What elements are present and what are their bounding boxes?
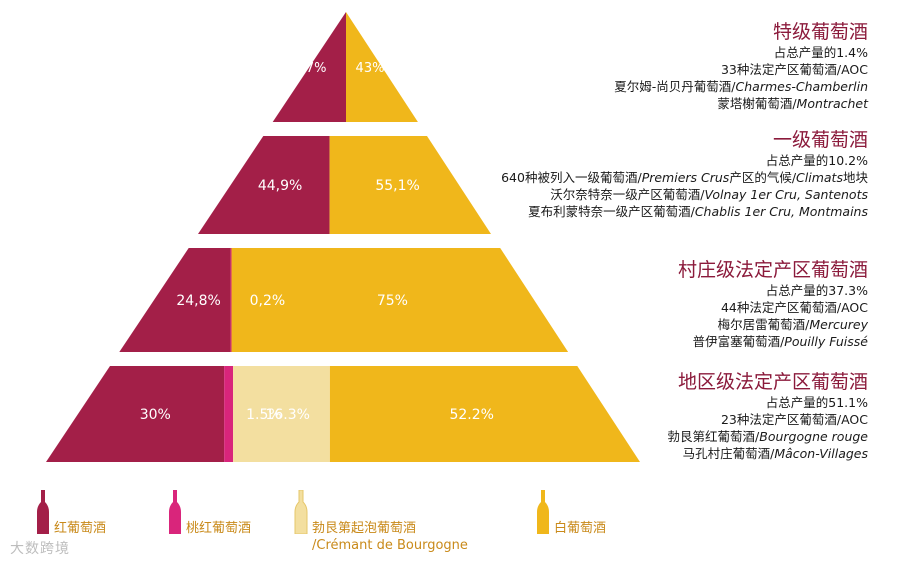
tier-share: 占总产量的10.2% xyxy=(765,153,868,168)
rose-wine-bottle-icon xyxy=(169,490,181,534)
pyramid-segment xyxy=(119,248,231,352)
pyramid-segment xyxy=(346,12,418,122)
legend-label-sub: /Crémant de Bourgogne xyxy=(312,538,468,553)
legend-label: 桃红葡萄酒 xyxy=(186,521,252,536)
tier-share: 占总产量的1.4% xyxy=(773,45,868,60)
tier-line: 梅尔居雷葡萄酒/Mercurey xyxy=(717,317,868,332)
pyramid-segment-label: 16.3% xyxy=(265,407,309,423)
pyramid-segment-label: 30% xyxy=(140,407,171,423)
white-wine-bottle-icon xyxy=(537,490,549,534)
legend-item-white: 白葡萄酒 xyxy=(536,490,606,537)
tier-line: 普伊富塞葡萄酒/Pouilly Fuissé xyxy=(692,334,868,349)
tier-line: 勃艮第红葡萄酒/Bourgogne rouge xyxy=(667,429,868,444)
tier-info-2: 一级葡萄酒 占总产量的10.2% 640种被列入一级葡萄酒/Premiers C… xyxy=(348,128,868,220)
pyramid-tier-4: 30% 1.5%16.3% 52.2% xyxy=(46,366,640,462)
tier-info-4: 地区级法定产区葡萄酒 占总产量的51.1% 23种法定产区葡萄酒/AOC 勃艮第… xyxy=(348,370,868,462)
pyramid-segment xyxy=(231,248,569,352)
pyramid-segment xyxy=(224,366,234,462)
pyramid-segment xyxy=(329,136,491,234)
pyramid-segment-label: 43% xyxy=(356,61,385,76)
pyramid-tier-2: 44,9% 55,1% xyxy=(198,136,491,234)
tier-line: 夏布利蒙特奈一级产区葡萄酒/Chablis 1er Cru, Montmains xyxy=(528,204,868,219)
pyramid-segment xyxy=(329,366,640,462)
tier-line: 640种被列入一级葡萄酒/Premiers Crus产区的气候/Climats地… xyxy=(501,170,868,185)
pyramid-segment xyxy=(230,248,232,352)
tier-line: 23种法定产区葡萄酒/AOC xyxy=(720,412,868,427)
pyramid-segment-label: 24,8% xyxy=(176,293,220,309)
tier-title: 一级葡萄酒 xyxy=(772,129,868,151)
tier-info-3: 村庄级法定产区葡萄酒 占总产量的37.3% 44种法定产区葡萄酒/AOC 梅尔居… xyxy=(348,258,868,350)
legend-item-rose: 桃红葡萄酒 xyxy=(168,490,251,537)
watermark: 大数跨境 xyxy=(10,541,70,557)
legend-item-red: 红葡萄酒 xyxy=(36,490,106,537)
pyramid-segment xyxy=(46,366,225,462)
pyramid-tier-3: 24,8% 0,2% 75% xyxy=(119,248,569,352)
pyramid-segment-label: 75% xyxy=(377,293,408,309)
legend-label: 红葡萄酒 xyxy=(54,521,107,536)
legend-label: 白葡萄酒 xyxy=(554,521,607,536)
legend: 红葡萄酒 桃红葡萄酒 勃艮第起泡葡萄酒 /Crémant de Bourgogn… xyxy=(0,490,900,568)
sparkling-wine-bottle-icon xyxy=(294,490,308,534)
tier-line: 蒙塔榭葡萄酒/Montrachet xyxy=(717,96,868,111)
tier-line: 夏尔姆-尚贝丹葡萄酒/Charmes-Chamberlin xyxy=(614,79,868,94)
pyramid-segment-label: 52.2% xyxy=(449,407,493,423)
pyramid-segment xyxy=(233,366,330,462)
pyramid-segment xyxy=(198,136,330,234)
tier-title: 村庄级法定产区葡萄酒 xyxy=(677,259,868,281)
pyramid-segment-label: 44,9% xyxy=(258,178,302,194)
tier-title: 特级葡萄酒 xyxy=(772,21,868,43)
pyramid-segment-label: 57% xyxy=(298,61,327,76)
tier-line: 44种法定产区葡萄酒/AOC xyxy=(720,300,868,315)
legend-label: 勃艮第起泡葡萄酒 xyxy=(312,521,417,536)
pyramid-segment xyxy=(272,12,346,122)
tier-share: 占总产量的37.3% xyxy=(765,283,868,298)
tier-share: 占总产量的51.1% xyxy=(765,395,868,410)
pyramid-segment-label: 0,2% xyxy=(250,293,286,309)
legend-item-cremant: 勃艮第起泡葡萄酒 /Crémant de Bourgogne xyxy=(294,490,468,554)
pyramid-tier-1: 57% 43% xyxy=(272,12,418,122)
tier-title: 地区级法定产区葡萄酒 xyxy=(677,371,868,393)
red-wine-bottle-icon xyxy=(37,490,49,534)
pyramid-segment-label: 55,1% xyxy=(375,178,419,194)
tier-info-1: 特级葡萄酒 占总产量的1.4% 33种法定产区葡萄酒/AOC 夏尔姆-尚贝丹葡萄… xyxy=(348,20,868,112)
tier-line: 33种法定产区葡萄酒/AOC xyxy=(720,62,868,77)
tier-line: 沃尔奈特奈一级产区葡萄酒/Volnay 1er Cru, Santenots xyxy=(550,187,868,202)
tier-line: 马孔村庄葡萄酒/Mâcon-Villages xyxy=(682,446,868,461)
pyramid-segment-label: 1.5% xyxy=(246,407,282,423)
